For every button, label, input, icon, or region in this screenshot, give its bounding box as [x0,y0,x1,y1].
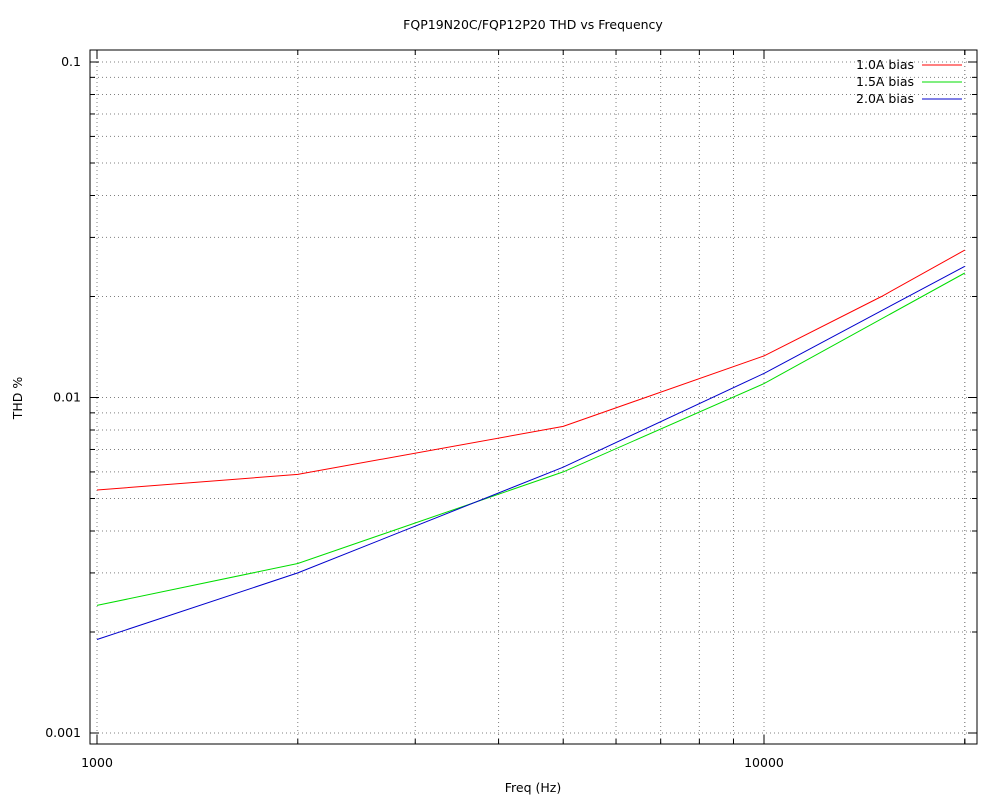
y-tick-label: 0.01 [53,390,81,405]
y-axis-label: THD % [10,377,25,421]
legend-label: 1.5A bias [856,74,914,89]
plot-frame [89,49,978,745]
legend-label: 2.0A bias [856,91,914,106]
tick-labels: 1000 10000 0.001 0.01 0.1 [45,54,784,770]
series-line-1-0a-bias [96,249,966,491]
x-axis-label: Freq (Hz) [505,780,561,795]
legend-label: 1.0A bias [856,57,914,72]
data-series [96,249,966,640]
x-tick-label: 10000 [744,755,784,770]
x-tick-label: 1000 [81,755,113,770]
series-line-1-5a-bias [96,272,966,606]
y-tick-label: 0.1 [61,54,81,69]
chart-title: FQP19N20C/FQP12P20 THD vs Frequency [403,17,663,32]
series-line-2-0a-bias [96,265,966,640]
y-tick-label: 0.001 [45,725,81,740]
legend: 1.0A bias 1.5A bias 2.0A bias [856,57,962,106]
axis-ticks [90,50,977,744]
